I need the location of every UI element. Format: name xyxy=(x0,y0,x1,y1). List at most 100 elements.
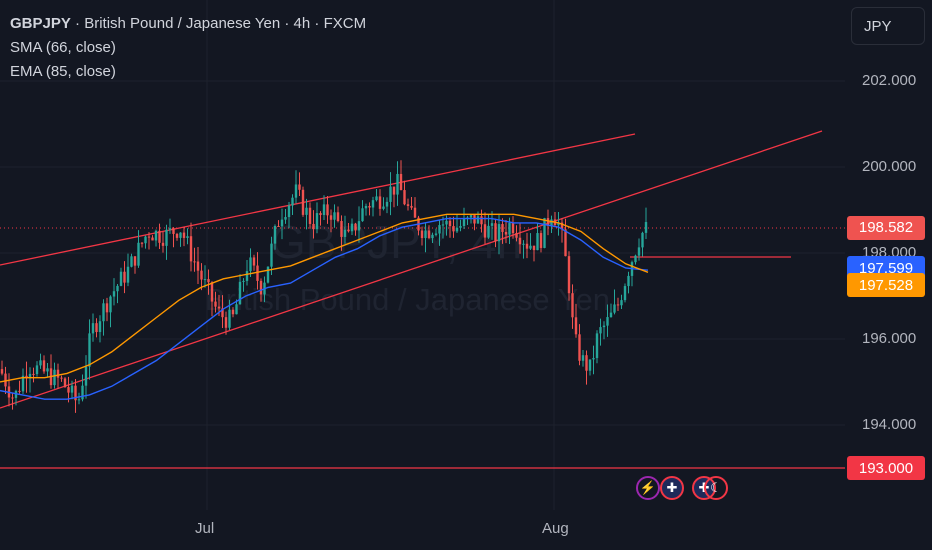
candle-body xyxy=(182,232,186,238)
candle-body xyxy=(581,355,585,361)
candle-body xyxy=(312,223,315,230)
candle-body xyxy=(448,220,452,227)
currency-button[interactable]: JPY xyxy=(851,7,925,45)
price-tick-label: 202.000 xyxy=(862,72,917,89)
candle-body xyxy=(592,358,595,360)
price-tick-label: 200.000 xyxy=(862,158,917,175)
candle-body xyxy=(452,226,455,232)
uk-flag-event-icon[interactable]: ✚ xyxy=(660,476,684,500)
candle-body xyxy=(256,265,259,281)
candle-body xyxy=(11,397,14,399)
candle-body xyxy=(368,205,371,208)
candle-body xyxy=(616,304,620,306)
candle-body xyxy=(123,271,126,283)
candle-body xyxy=(231,309,235,315)
candle-body xyxy=(168,228,172,230)
lightning-event-icon[interactable]: ⚡ xyxy=(636,476,660,500)
candle-body xyxy=(557,222,560,226)
trend-lines[interactable] xyxy=(0,130,845,469)
legend: GBPJPY · British Pound / Japanese Yen · … xyxy=(10,12,366,84)
legend-description: British Pound / Japanese Yen xyxy=(84,15,281,32)
candle-body xyxy=(522,243,525,245)
candle-body xyxy=(413,207,417,218)
candle-body xyxy=(634,255,637,263)
legend-ema[interactable]: EMA (85, close) xyxy=(10,63,116,80)
candle-body xyxy=(259,280,263,295)
candle-body xyxy=(434,233,438,235)
legend-sep: · xyxy=(314,15,324,32)
candle-body xyxy=(532,245,536,251)
candle-body xyxy=(385,201,389,207)
candle-body xyxy=(333,212,336,220)
candle-body xyxy=(637,247,641,256)
candle-body xyxy=(46,368,49,372)
candle-body xyxy=(308,207,312,224)
candle-body xyxy=(210,282,214,302)
candle-body xyxy=(455,227,459,232)
candle-body xyxy=(221,308,224,318)
candle-body xyxy=(462,218,466,227)
candle-body xyxy=(95,323,98,333)
sma-line xyxy=(0,217,649,400)
candle-body xyxy=(270,243,273,267)
candle-body xyxy=(294,184,298,198)
candle-body xyxy=(203,279,207,281)
candle-body xyxy=(196,261,200,271)
candle-body xyxy=(74,385,77,401)
candle-body xyxy=(490,223,494,226)
candle-body xyxy=(550,219,553,226)
candle-body xyxy=(420,230,424,239)
candle-body xyxy=(441,224,445,226)
legend-interval: 4h xyxy=(293,15,311,32)
candle-body xyxy=(480,216,483,225)
ema-line xyxy=(0,213,649,383)
candle-body xyxy=(140,242,144,244)
candle-body xyxy=(109,296,112,313)
legend-symbol: GBPJPY xyxy=(10,15,71,32)
candle-body xyxy=(217,306,221,309)
price-badge-ema: 197.528 xyxy=(847,273,925,298)
candle-body xyxy=(623,286,627,301)
candle-body xyxy=(273,226,277,244)
candle-body xyxy=(252,257,256,266)
candle-body xyxy=(291,197,294,206)
candle-body xyxy=(119,271,123,286)
candle-body xyxy=(126,266,130,283)
candle-body xyxy=(53,369,56,386)
candle-body xyxy=(518,237,522,245)
candle-body xyxy=(147,236,151,238)
candle-body xyxy=(389,186,392,202)
candle-body xyxy=(238,281,242,305)
time-tick-label: Jul xyxy=(195,520,215,537)
moon-event-icon[interactable]: ☾ xyxy=(704,476,728,500)
candle-body xyxy=(193,261,196,263)
legend-exchange: FXCM xyxy=(323,15,367,32)
candle-body xyxy=(497,224,501,242)
candle-body xyxy=(567,256,571,294)
legend-sep: · xyxy=(284,15,294,32)
price-tick-label: 194.000 xyxy=(862,416,917,433)
candle-body xyxy=(144,236,147,244)
candle-body xyxy=(340,221,343,237)
candle-body xyxy=(609,312,613,318)
legend-sma[interactable]: SMA (66, close) xyxy=(10,39,116,56)
channel-lower-line xyxy=(0,130,823,409)
candle-body xyxy=(70,385,74,393)
candle-body xyxy=(515,233,518,238)
price-badge-last-price: 198.582 xyxy=(847,215,925,240)
candle-body xyxy=(504,231,508,235)
candle-body xyxy=(189,236,193,262)
candle-body xyxy=(60,377,63,379)
candle-body xyxy=(560,222,564,230)
candle-body xyxy=(67,387,70,393)
candle-body xyxy=(382,206,385,209)
candle-body xyxy=(459,226,462,228)
candle-body xyxy=(102,303,105,322)
candle-body xyxy=(39,360,42,366)
candle-body xyxy=(508,222,511,235)
candle-body xyxy=(539,233,543,248)
candle-body xyxy=(354,223,357,231)
price-badge-horizontal-line: 193.000 xyxy=(847,456,925,480)
